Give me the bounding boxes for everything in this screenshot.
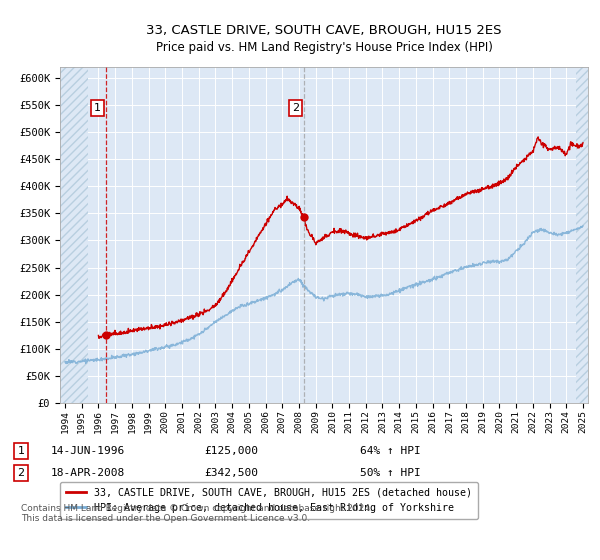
Text: 18-APR-2008: 18-APR-2008 (51, 468, 125, 478)
Text: 2: 2 (292, 103, 299, 113)
Text: Price paid vs. HM Land Registry's House Price Index (HPI): Price paid vs. HM Land Registry's House … (155, 41, 493, 54)
Text: 14-JUN-1996: 14-JUN-1996 (51, 446, 125, 456)
Text: 64% ↑ HPI: 64% ↑ HPI (360, 446, 421, 456)
Text: 33, CASTLE DRIVE, SOUTH CAVE, BROUGH, HU15 2ES: 33, CASTLE DRIVE, SOUTH CAVE, BROUGH, HU… (146, 24, 502, 38)
Text: 1: 1 (94, 103, 101, 113)
Text: Contains HM Land Registry data © Crown copyright and database right 2024.
This d: Contains HM Land Registry data © Crown c… (21, 504, 373, 524)
Text: £125,000: £125,000 (204, 446, 258, 456)
Text: £342,500: £342,500 (204, 468, 258, 478)
Legend: 33, CASTLE DRIVE, SOUTH CAVE, BROUGH, HU15 2ES (detached house), HPI: Average pr: 33, CASTLE DRIVE, SOUTH CAVE, BROUGH, HU… (60, 482, 478, 519)
Text: 1: 1 (17, 446, 25, 456)
Text: 2: 2 (17, 468, 25, 478)
Text: 50% ↑ HPI: 50% ↑ HPI (360, 468, 421, 478)
